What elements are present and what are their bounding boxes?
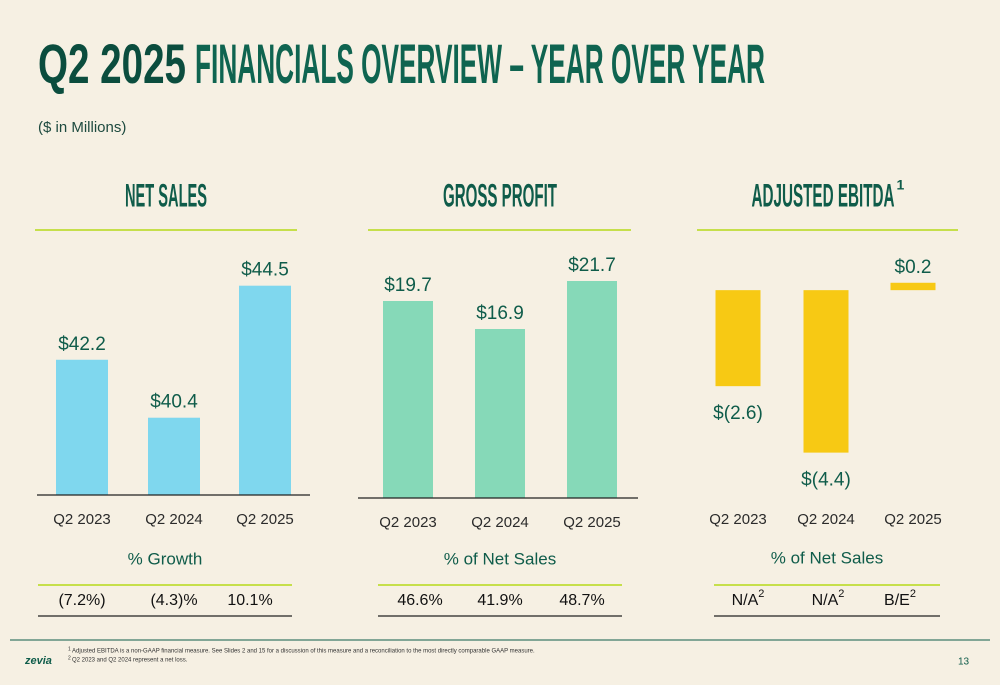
bar <box>803 290 849 453</box>
bar <box>567 281 617 498</box>
bar <box>148 417 200 495</box>
x-tick-label: Q2 2025 <box>884 511 942 528</box>
metric-text: (4.3)% <box>150 592 197 609</box>
footnote-mark: 2 <box>68 655 71 661</box>
value-label: $16.9 <box>476 303 524 324</box>
x-tick-label: Q2 2023 <box>53 511 111 528</box>
bar <box>715 290 761 387</box>
title-highlight: Q2 2025 <box>38 32 186 95</box>
metric-label: % Growth <box>128 549 203 568</box>
metric-value: 10.1% <box>227 592 272 609</box>
chart-title: GROSS PROFIT <box>443 177 557 213</box>
metric-text: 10.1% <box>227 592 272 609</box>
metric-value: (4.3)% <box>150 592 197 609</box>
value-label: $40.4 <box>150 392 198 413</box>
footnote: Q2 2023 and Q2 2024 represent a net loss… <box>72 658 188 664</box>
metric-note: 2 <box>758 588 764 600</box>
metric-value: B/E2 <box>884 588 916 609</box>
metric-label: % of Net Sales <box>444 549 556 568</box>
metric-value: N/A2 <box>812 588 845 609</box>
title: FINANCIALS OVERVIEW – YEAR OVER YEAR <box>195 32 765 95</box>
metric-value: (7.2%) <box>58 592 105 609</box>
logo: zevia <box>24 655 52 667</box>
footnote: Adjusted EBITDA is a non-GAAP financial … <box>72 649 535 655</box>
bar <box>890 282 936 291</box>
metric-text: N/A <box>812 592 839 609</box>
x-tick-label: Q2 2023 <box>709 511 767 528</box>
metric-value: N/A2 <box>732 588 765 609</box>
value-label: $(2.6) <box>713 403 763 424</box>
bar <box>239 285 291 495</box>
metric-note: 2 <box>838 588 844 600</box>
metric-text: 46.6% <box>397 592 442 609</box>
metric-text: 41.9% <box>477 592 522 609</box>
bar <box>383 301 433 498</box>
value-label: $19.7 <box>384 275 432 296</box>
value-label: $(4.4) <box>801 470 851 491</box>
bar <box>56 359 108 495</box>
x-tick-label: Q2 2024 <box>471 514 529 531</box>
metric-text: 48.7% <box>559 592 604 609</box>
x-tick-label: Q2 2024 <box>797 511 855 528</box>
chart-title: NET SALES <box>125 177 207 213</box>
metric-text: (7.2%) <box>58 592 105 609</box>
page-number: 13 <box>958 657 970 668</box>
x-tick-label: Q2 2024 <box>145 511 203 528</box>
x-tick-label: Q2 2023 <box>379 514 437 531</box>
metric-note: 2 <box>910 588 916 600</box>
metric-value: 48.7% <box>559 592 604 609</box>
value-label: $42.2 <box>58 334 106 355</box>
metric-text: N/A <box>732 592 759 609</box>
value-label: $0.2 <box>895 257 932 278</box>
bar <box>475 329 525 498</box>
x-tick-label: Q2 2025 <box>236 511 294 528</box>
value-label: $44.5 <box>241 260 289 281</box>
metric-value: 41.9% <box>477 592 522 609</box>
footnote-mark: 1 <box>68 646 71 652</box>
metric-text: B/E <box>884 592 910 609</box>
metric-value: 46.6% <box>397 592 442 609</box>
subtitle: ($ in Millions) <box>38 119 126 136</box>
metric-label: % of Net Sales <box>771 548 883 567</box>
x-tick-label: Q2 2025 <box>563 514 621 531</box>
chart-title: ADJUSTED EBITDA <box>752 177 895 213</box>
value-label: $21.7 <box>568 255 616 276</box>
title-note: 1 <box>897 177 905 193</box>
